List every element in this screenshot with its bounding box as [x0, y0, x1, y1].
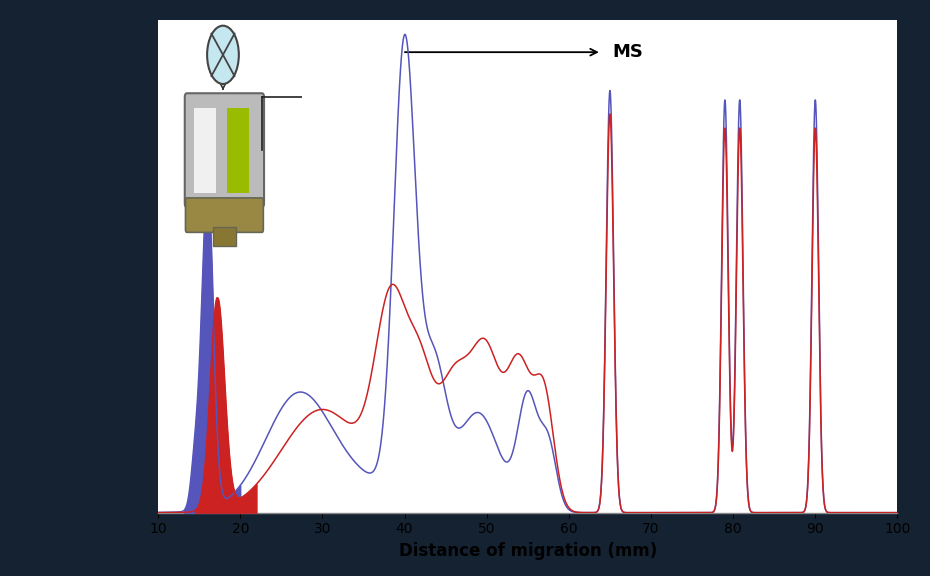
X-axis label: Distance of migration (mm): Distance of migration (mm)	[399, 542, 657, 560]
Circle shape	[207, 26, 239, 84]
Text: MS: MS	[613, 43, 644, 61]
FancyBboxPatch shape	[185, 198, 263, 232]
Bar	[227, 108, 249, 192]
FancyBboxPatch shape	[185, 93, 264, 207]
Bar	[194, 108, 216, 192]
Bar	[213, 227, 236, 245]
